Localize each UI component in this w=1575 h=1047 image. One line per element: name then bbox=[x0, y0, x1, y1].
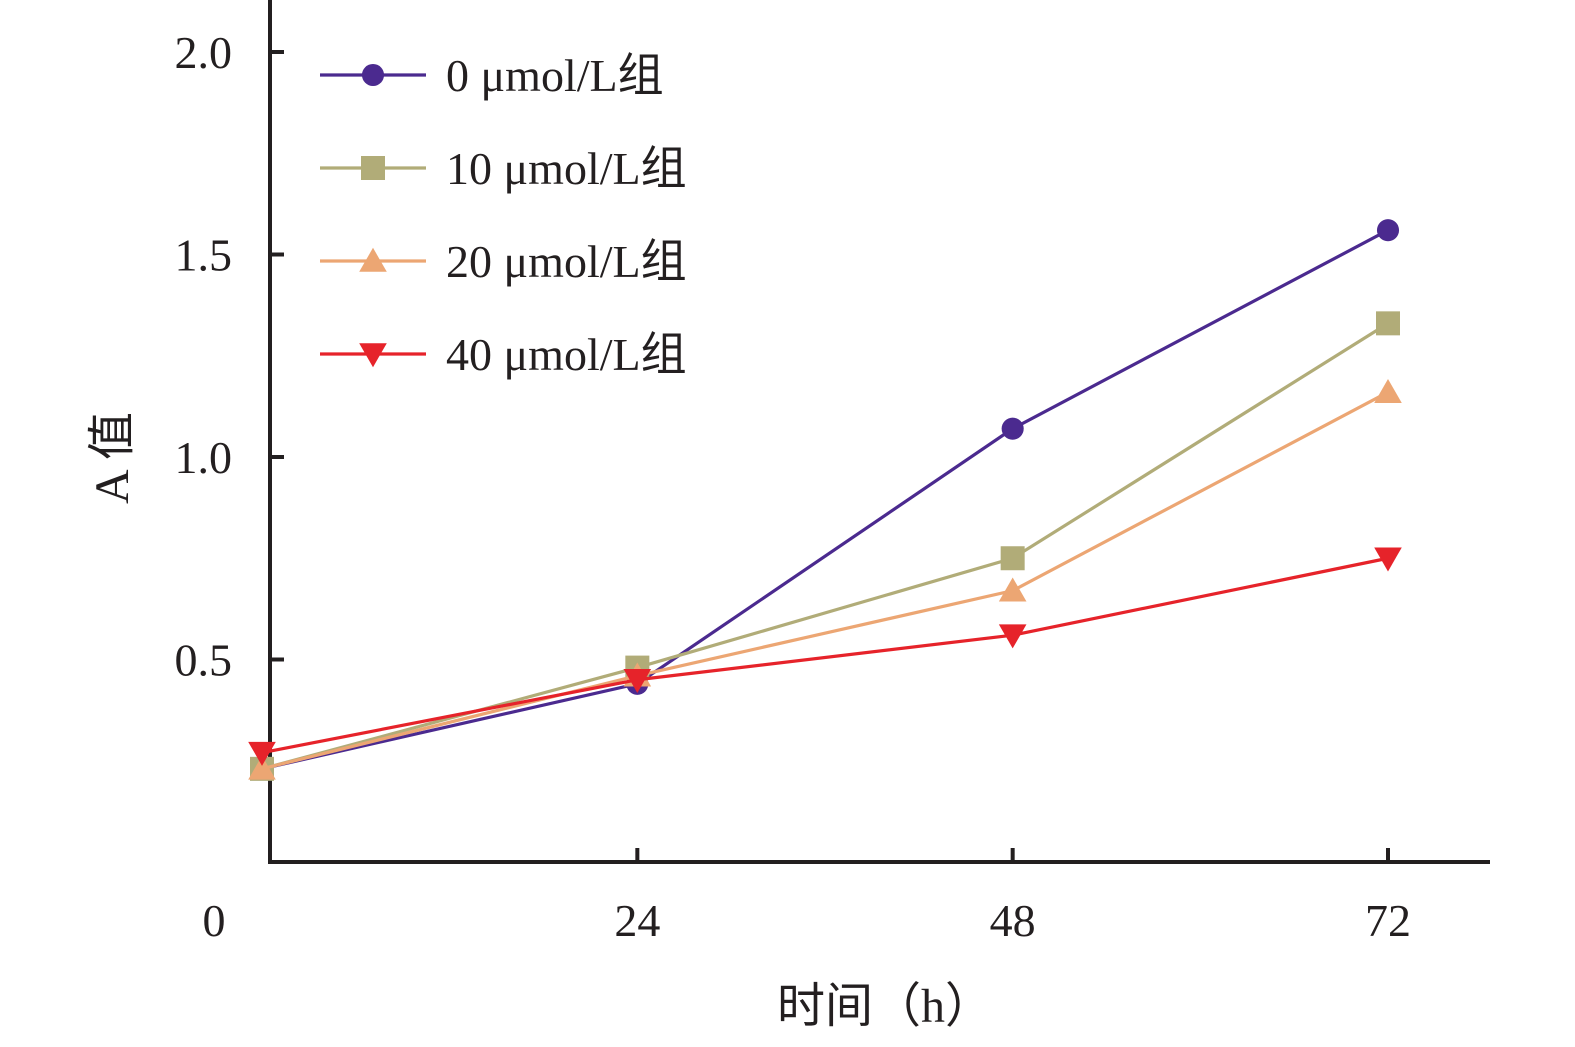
legend-marker bbox=[359, 247, 387, 272]
legend-item: 10 μmol/L组 bbox=[320, 143, 687, 194]
data-point bbox=[1374, 547, 1402, 572]
data-point bbox=[1376, 311, 1400, 336]
data-point bbox=[248, 755, 276, 780]
legend-label: 20 μmol/L组 bbox=[446, 236, 687, 287]
x-axis-title: 时间（h） bbox=[777, 980, 993, 1033]
series-line bbox=[261, 321, 1389, 771]
legend-marker bbox=[361, 63, 385, 87]
data-point bbox=[1376, 219, 1400, 242]
series-line bbox=[261, 390, 1389, 771]
data-point bbox=[1000, 546, 1025, 571]
legend-label: 10 μmol/L组 bbox=[446, 143, 687, 194]
legend-label: 40 μmol/L组 bbox=[446, 329, 687, 380]
x-tick-label: 72 bbox=[1365, 895, 1411, 946]
legend-item: 0 μmol/L组 bbox=[320, 50, 664, 101]
legend: 0 μmol/L组 10 μmol/L组 20 μmol/L组 40 μmol/L组 bbox=[320, 50, 687, 380]
series-line bbox=[261, 228, 1389, 771]
x-tick-label: 0 bbox=[203, 895, 226, 946]
y-tick-label: 2.0 bbox=[175, 27, 233, 78]
legend-marker bbox=[359, 343, 387, 368]
data-point bbox=[623, 668, 652, 693]
x-tick-label: 48 bbox=[990, 895, 1036, 946]
y-tick-label: 1.0 bbox=[175, 432, 233, 483]
data-point bbox=[1374, 379, 1402, 403]
series-2 bbox=[248, 379, 1402, 780]
data-point bbox=[998, 577, 1027, 602]
series-layer bbox=[248, 219, 1402, 781]
y-axis-title: A 值 bbox=[86, 412, 139, 504]
legend-item: 20 μmol/L组 bbox=[320, 236, 687, 287]
legend-label: 0 μmol/L组 bbox=[446, 50, 664, 101]
data-point bbox=[998, 624, 1027, 649]
data-point bbox=[248, 741, 276, 766]
series-1 bbox=[250, 311, 1400, 781]
legend-marker bbox=[361, 156, 385, 180]
series-line bbox=[261, 556, 1389, 755]
data-point bbox=[1001, 417, 1024, 440]
ticks: 0.5 1.0 1.5 2.0 0 24 48 72 bbox=[175, 27, 1412, 946]
series-3 bbox=[248, 547, 1402, 766]
y-tick-label: 0.5 bbox=[175, 635, 233, 686]
y-tick-label: 1.5 bbox=[175, 230, 233, 281]
series-0 bbox=[250, 219, 1400, 780]
x-tick-label: 24 bbox=[614, 895, 660, 946]
axes bbox=[268, 0, 1490, 864]
legend-item: 40 μmol/L组 bbox=[320, 329, 687, 380]
